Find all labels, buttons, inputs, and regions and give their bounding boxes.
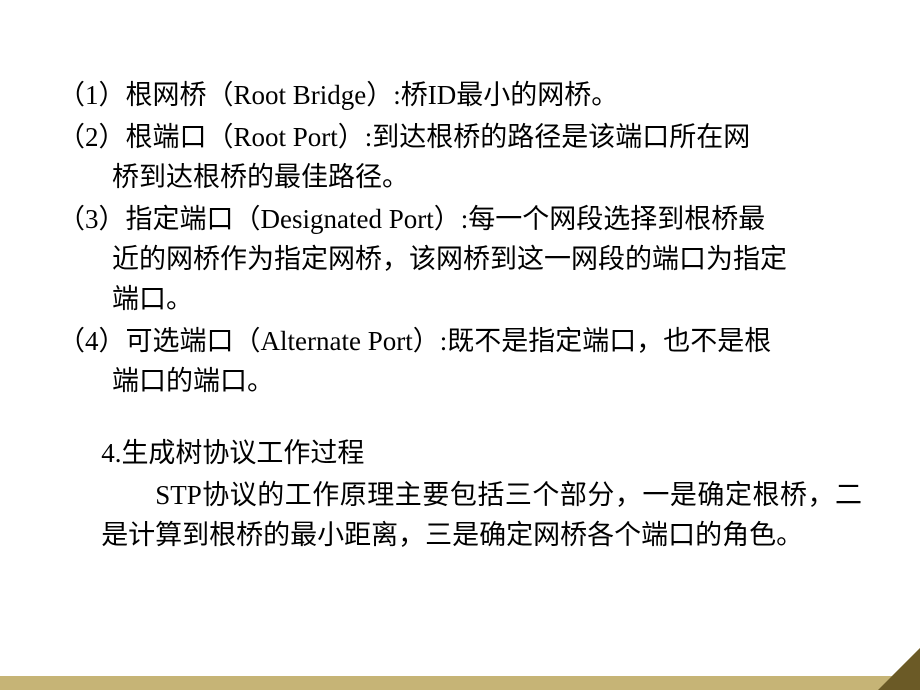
list-item-4: （4）可选端口（Alternate Port）:既不是指定端口，也不是根 端口的… xyxy=(58,322,862,402)
corner-fold-dark xyxy=(878,648,920,690)
section-title: 4.生成树协议工作过程 xyxy=(58,434,862,474)
list-item-2: （2）根端口（Root Port）:到达根桥的路径是该端口所在网 桥到达根桥的最… xyxy=(58,118,862,198)
item-4-line-2: 端口的端口。 xyxy=(58,362,862,402)
list-item-1: （1）根网桥（Root Bridge）:桥ID最小的网桥。 xyxy=(58,76,862,116)
list-item-3: （3）指定端口（Designated Port）:每一个网段选择到根桥最 近的网… xyxy=(58,200,862,320)
paragraph: STP协议的工作原理主要包括三个部分，一是确定根桥，二是计算到根桥的最小距离，三… xyxy=(58,476,862,556)
item-3-line-1: （3）指定端口（Designated Port）:每一个网段选择到根桥最 xyxy=(58,200,862,240)
footer-bar xyxy=(0,676,920,690)
item-1-line-1: （1）根网桥（Root Bridge）:桥ID最小的网桥。 xyxy=(58,76,862,116)
slide-content: （1）根网桥（Root Bridge）:桥ID最小的网桥。 （2）根端口（Roo… xyxy=(0,0,920,690)
item-3-line-3: 端口。 xyxy=(58,280,862,320)
item-3-line-2: 近的网桥作为指定网桥，该网桥到这一网段的端口为指定 xyxy=(58,240,862,280)
item-2-line-2: 桥到达根桥的最佳路径。 xyxy=(58,158,862,198)
item-2-line-1: （2）根端口（Root Port）:到达根桥的路径是该端口所在网 xyxy=(58,118,862,158)
item-4-line-1: （4）可选端口（Alternate Port）:既不是指定端口，也不是根 xyxy=(58,322,862,362)
